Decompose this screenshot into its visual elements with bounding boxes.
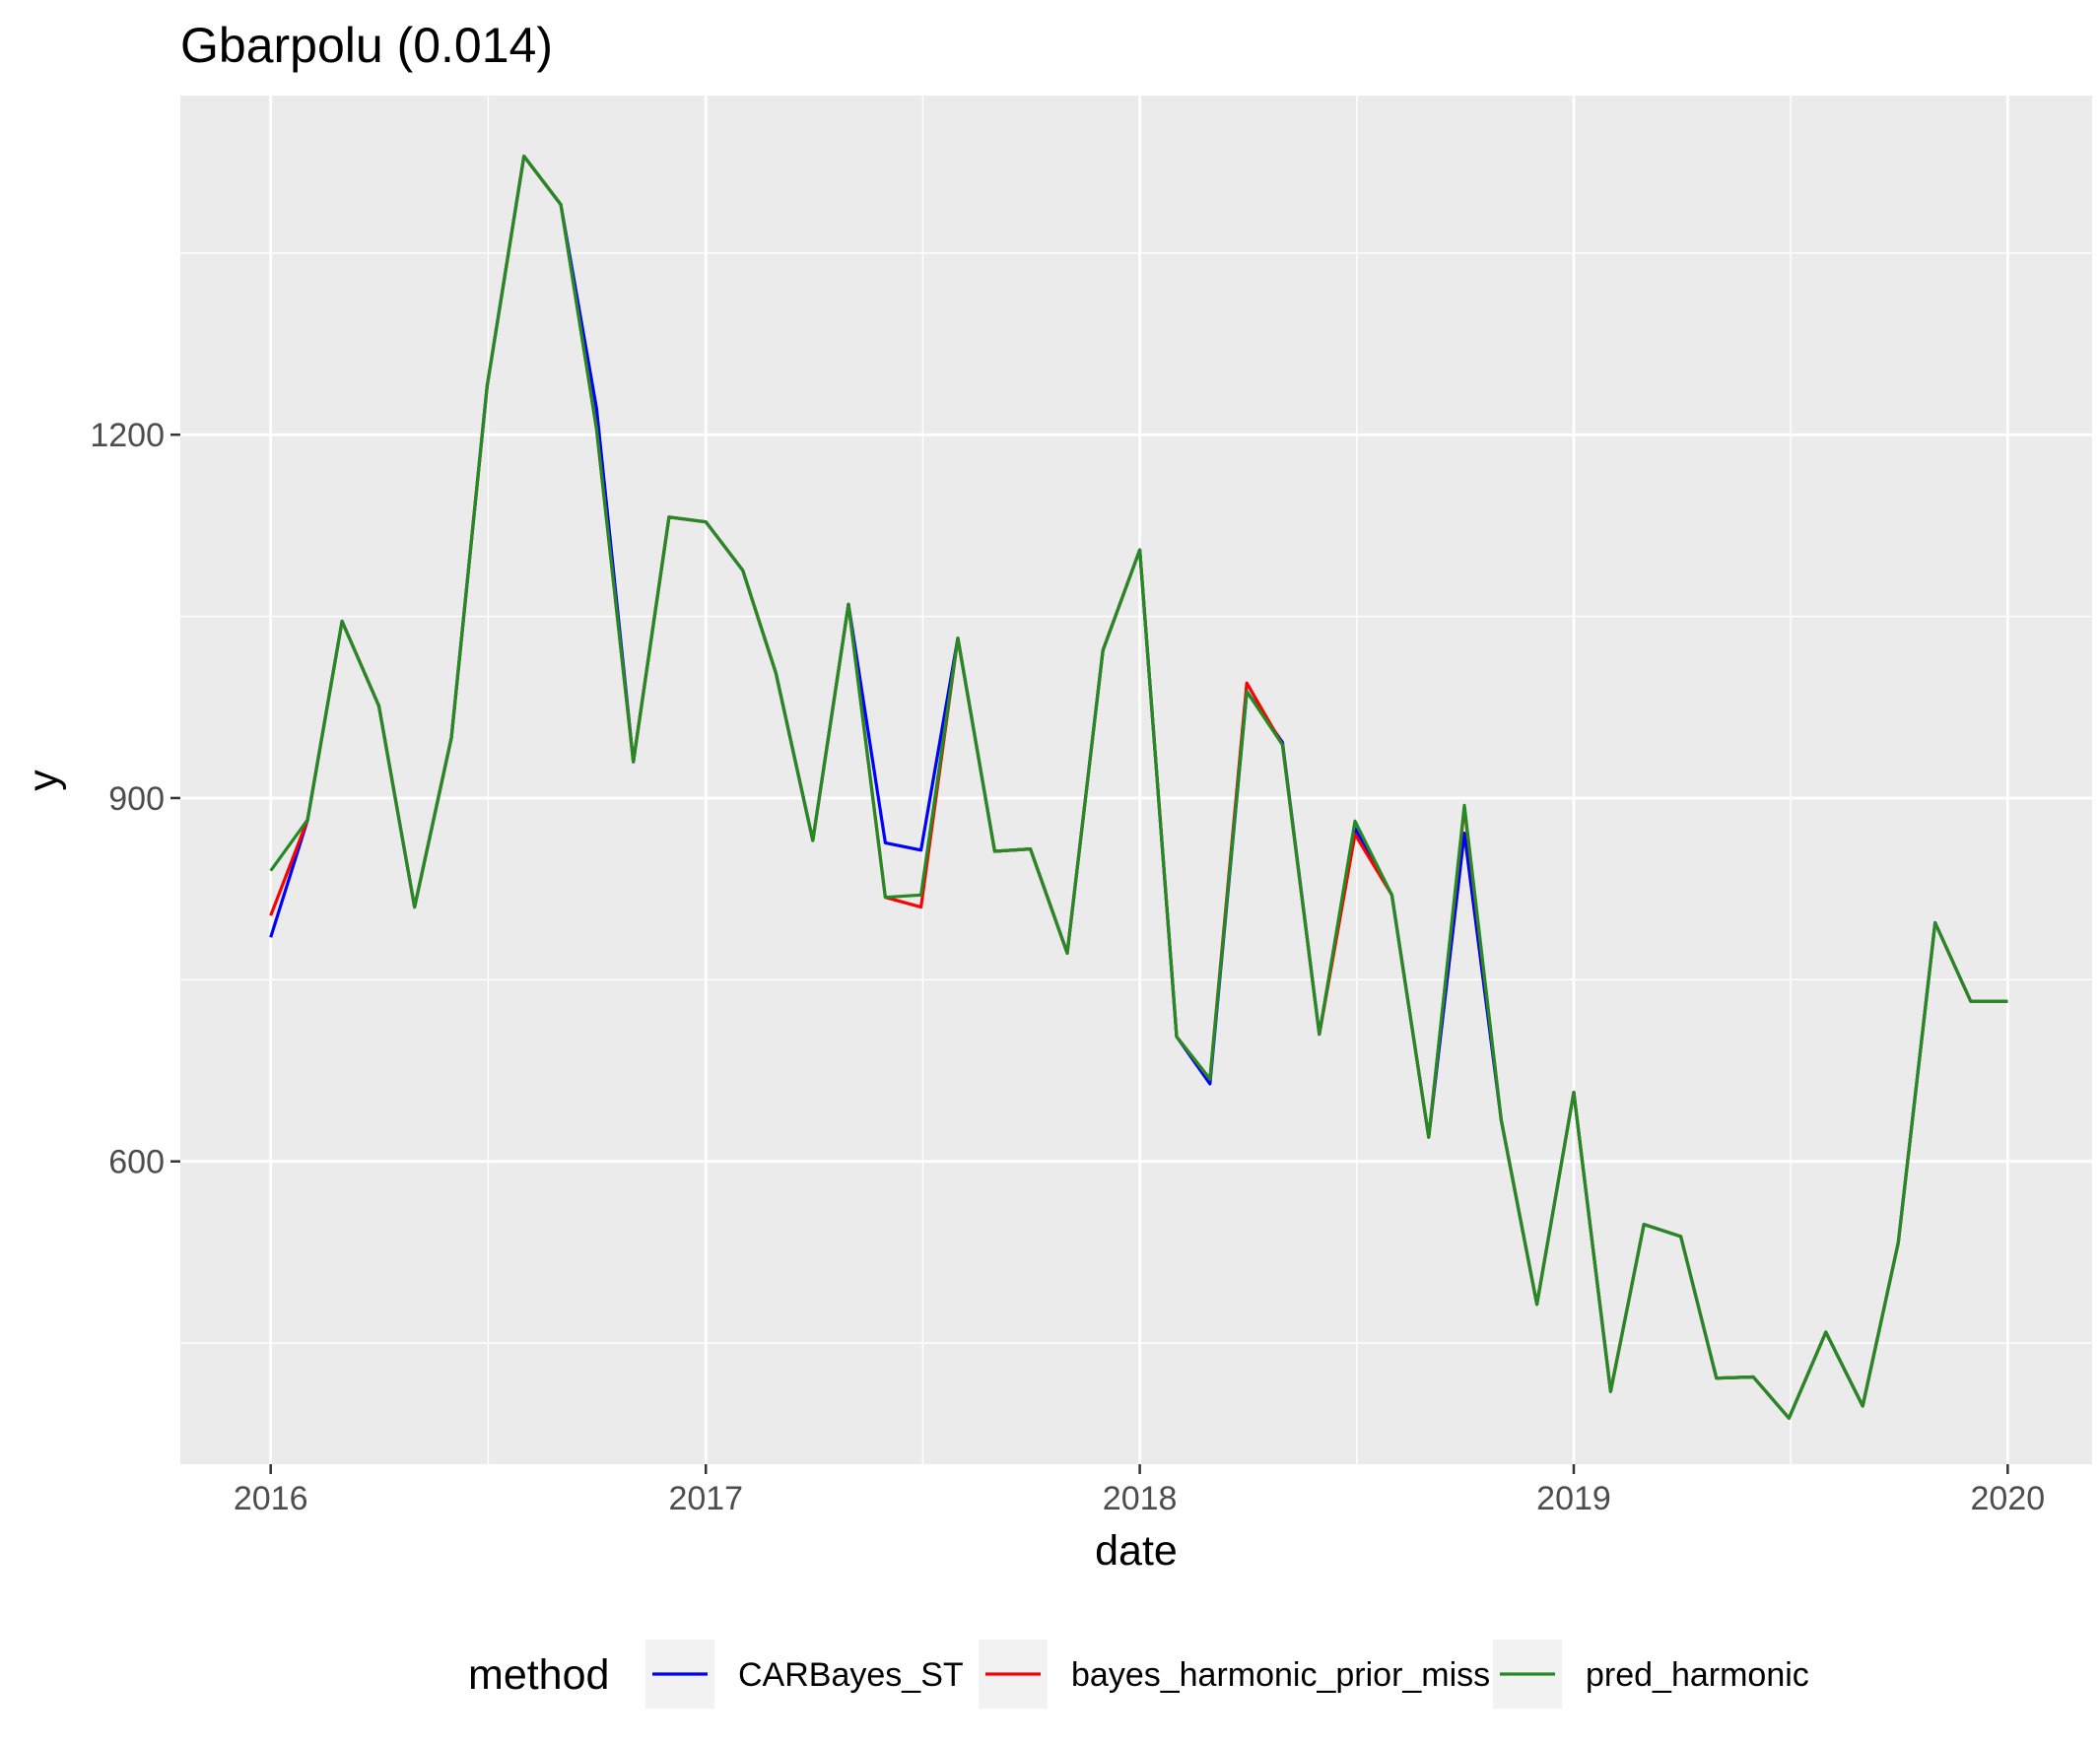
x-axis: 2016 2017 2018 2019 2020 — [234, 1464, 2045, 1517]
major-gridlines — [180, 96, 2092, 1464]
legend-title: method — [468, 1651, 609, 1699]
series-line-pred-harmonic — [269, 154, 2008, 1420]
x-tick-label: 2019 — [1536, 1480, 1611, 1517]
legend: method CARBayes_ST bayes_harmonic_prior_m… — [468, 1640, 1809, 1709]
y-axis: 600 900 1200 — [90, 417, 180, 1181]
legend-label: bayes_harmonic_prior_miss — [1071, 1656, 1490, 1694]
x-tick-label: 2018 — [1103, 1480, 1178, 1517]
chart-title: Gbarpolu (0.014) — [180, 18, 553, 73]
x-tick-label: 2017 — [668, 1480, 743, 1517]
x-tick-label: 2016 — [234, 1480, 308, 1517]
y-tick-label: 600 — [108, 1144, 165, 1181]
x-axis-title: date — [1095, 1527, 1178, 1575]
y-axis-title: y — [20, 770, 67, 791]
minor-gridlines — [180, 96, 2092, 1464]
y-tick-label: 900 — [108, 780, 165, 818]
series-lines — [269, 154, 2008, 1420]
legend-label: pred_harmonic — [1586, 1656, 1809, 1694]
legend-label: CARBayes_ST — [738, 1656, 964, 1694]
y-tick-label: 1200 — [90, 417, 165, 454]
plot-panel — [180, 96, 2092, 1464]
x-tick-label: 2020 — [1971, 1480, 2046, 1517]
